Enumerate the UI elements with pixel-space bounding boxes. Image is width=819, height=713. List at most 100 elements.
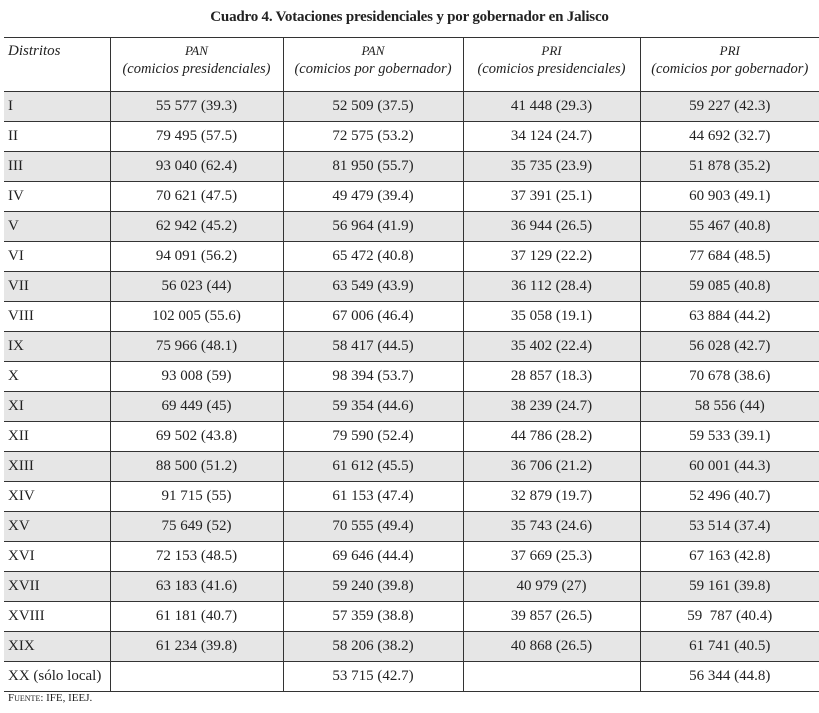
vote-cell: 44 692 (32.7) (639, 121, 819, 152)
vote-cell: 93 008 (59) (109, 361, 283, 392)
table-row: I 55 577 (39.3) 52 509 (37.5) 41 448 (29.3)… (4, 91, 819, 122)
vote-cell: 75 649 (52) (109, 511, 283, 542)
vote-cell: 72 575 (53.2) (282, 121, 463, 152)
vote-cell: 70 678 (38.6) (639, 361, 819, 392)
vote-cell: 94 091 (56.2) (109, 241, 283, 272)
table-row: XV 75 649 (52) 70 555 (49.4) 35 743 (24.6) 5… (4, 511, 819, 542)
vote-cell: 41 448 (29.3) (462, 91, 640, 122)
vote-cell: 61 741 (40.5) (639, 631, 819, 662)
vote-cell: 44 786 (28.2) (462, 421, 640, 452)
source-note: Fuente: IFE, IEEJ. (8, 692, 93, 704)
vote-cell: 62 942 (45.2) (109, 211, 283, 242)
vote-cell: 49 479 (39.4) (282, 181, 463, 212)
vote-cell: 77 684 (48.5) (639, 241, 819, 272)
vote-cell: 59 354 (44.6) (282, 391, 463, 422)
vote-cell: 35 058 (19.1) (462, 301, 640, 332)
vote-cell: 98 394 (53.7) (282, 361, 463, 392)
table-row: VIII 102 005 (55.6) 67 006 (46.4) 35 058 (1… (4, 301, 819, 332)
header-row: Distritos PAN (comicios presidenciales) P… (4, 37, 819, 92)
table-row: XII 69 502 (43.8) 79 590 (52.4) 44 786 (28.… (4, 421, 819, 452)
party-label: PAN (361, 43, 385, 58)
vote-cell: 36 706 (21.2) (462, 451, 640, 482)
vote-cell: 88 500 (51.2) (109, 451, 283, 482)
header-pan-presidential: PAN (comicios presidenciales) (109, 37, 283, 92)
header-pri-presidential: PRI (comicios presidenciales) (462, 37, 640, 92)
vote-cell: 69 646 (44.4) (282, 541, 463, 572)
vote-cell: 55 467 (40.8) (639, 211, 819, 242)
vote-cell: 57 359 (38.8) (282, 601, 463, 632)
vote-cell: 58 206 (38.2) (282, 631, 463, 662)
vote-cell: 59 085 (40.8) (639, 271, 819, 302)
table-row: XIV 91 715 (55) 61 153 (47.4) 32 879 (19.7)… (4, 481, 819, 512)
table-row: XVI 72 153 (48.5) 69 646 (44.4) 37 669 (25.… (4, 541, 819, 572)
vote-cell: 61 153 (47.4) (282, 481, 463, 512)
district-cell: V (4, 211, 110, 242)
district-cell: I (4, 91, 110, 122)
vote-cell: 35 402 (22.4) (462, 331, 640, 362)
vote-cell: 93 040 (62.4) (109, 151, 283, 182)
vote-cell: 37 391 (25.1) (462, 181, 640, 212)
district-cell: XIII (4, 451, 110, 482)
district-cell: VII (4, 271, 110, 302)
vote-cell: 35 735 (23.9) (462, 151, 640, 182)
vote-cell: 37 129 (22.2) (462, 241, 640, 272)
vote-cell: 75 966 (48.1) (109, 331, 283, 362)
vote-cell (462, 661, 640, 692)
table-row: XVII 63 183 (41.6) 59 240 (39.8) 40 979 (27… (4, 571, 819, 602)
vote-cell: 69 502 (43.8) (109, 421, 283, 452)
vote-cell: 56 023 (44) (109, 271, 283, 302)
votes-table: Distritos PAN (comicios presidenciales) P… (4, 37, 819, 692)
party-label: PRI (719, 43, 740, 58)
table-row: VI 94 091 (56.2) 65 472 (40.8) 37 129 (22.2… (4, 241, 819, 272)
election-label: (comicios por gobernador) (294, 61, 452, 77)
vote-cell: 59 161 (39.8) (639, 571, 819, 602)
table-row: V 62 942 (45.2) 56 964 (41.9) 36 944 (26.5)… (4, 211, 819, 242)
party-label: PAN (185, 43, 208, 58)
vote-cell: 72 153 (48.5) (109, 541, 283, 572)
table-row: XX (sólo local) 53 715 (42.7) 56 344 (44.8… (4, 661, 819, 692)
vote-cell: 52 509 (37.5) (282, 91, 463, 122)
vote-cell: 70 621 (47.5) (109, 181, 283, 212)
vote-cell: 39 857 (26.5) (462, 601, 640, 632)
vote-cell: 65 472 (40.8) (282, 241, 463, 272)
district-cell: XVI (4, 541, 110, 572)
header-pri-governor: PRI (comicios por gobernador) (639, 37, 819, 92)
party-label: PRI (541, 43, 562, 58)
header-pan-governor: PAN (comicios por gobernador) (282, 37, 463, 92)
table-title: Cuadro 4. Votaciones presidenciales y po… (210, 9, 609, 25)
vote-cell: 61 234 (39.8) (109, 631, 283, 662)
table-row: XIX 61 234 (39.8) 58 206 (38.2) 40 868 (26.… (4, 631, 819, 662)
vote-cell: 53 715 (42.7) (282, 661, 463, 692)
vote-cell: 32 879 (19.7) (462, 481, 640, 512)
vote-cell: 63 884 (44.2) (639, 301, 819, 332)
vote-cell: 81 950 (55.7) (282, 151, 463, 182)
vote-cell: 34 124 (24.7) (462, 121, 640, 152)
district-cell: XIX (4, 631, 110, 662)
vote-cell: 79 590 (52.4) (282, 421, 463, 452)
vote-cell: 59 533 (39.1) (639, 421, 819, 452)
vote-cell: 69 449 (45) (109, 391, 283, 422)
district-cell: VI (4, 241, 110, 272)
district-cell: XVII (4, 571, 110, 602)
table-row: IX 75 966 (48.1) 58 417 (44.5) 35 402 (22.4… (4, 331, 819, 362)
vote-cell: 58 417 (44.5) (282, 331, 463, 362)
vote-cell: 61 612 (45.5) (282, 451, 463, 482)
vote-cell: 40 979 (27) (462, 571, 640, 602)
vote-cell: 36 112 (28.4) (462, 271, 640, 302)
district-cell: IV (4, 181, 110, 212)
vote-cell: 56 028 (42.7) (639, 331, 819, 362)
election-label: (comicios presidenciales) (477, 61, 626, 77)
district-cell: XV (4, 511, 110, 542)
vote-cell: 63 183 (41.6) (109, 571, 283, 602)
vote-cell: 79 495 (57.5) (109, 121, 283, 152)
vote-cell: 63 549 (43.9) (282, 271, 463, 302)
district-cell: XII (4, 421, 110, 452)
district-cell: IX (4, 331, 110, 362)
vote-cell: 52 496 (40.7) (639, 481, 819, 512)
table-row: IV 70 621 (47.5) 49 479 (39.4) 37 391 (25.1… (4, 181, 819, 212)
vote-cell: 53 514 (37.4) (639, 511, 819, 542)
vote-cell: 59 227 (42.3) (639, 91, 819, 122)
vote-cell: 37 669 (25.3) (462, 541, 640, 572)
table-row: III 93 040 (62.4) 81 950 (55.7) 35 735 (23.… (4, 151, 819, 182)
vote-cell: 67 163 (42.8) (639, 541, 819, 572)
